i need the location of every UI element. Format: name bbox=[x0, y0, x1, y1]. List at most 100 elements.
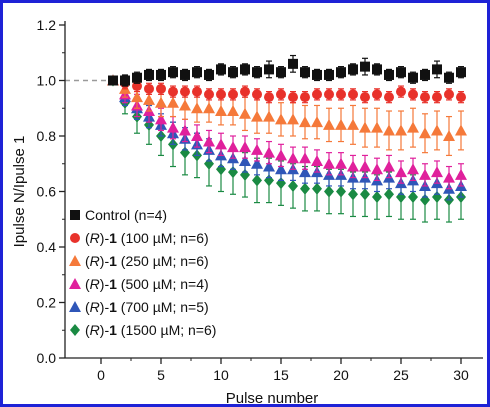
data-point bbox=[239, 107, 251, 119]
x-tick-label: 25 bbox=[393, 367, 409, 383]
data-point bbox=[167, 121, 179, 133]
data-point bbox=[288, 179, 298, 192]
data-point bbox=[252, 174, 262, 187]
data-point bbox=[324, 185, 334, 198]
data-point bbox=[444, 72, 454, 83]
series-0 bbox=[108, 54, 466, 87]
legend-entry-0: Control (n=4) bbox=[70, 207, 167, 223]
data-point bbox=[372, 64, 382, 75]
data-point bbox=[143, 93, 155, 105]
data-point bbox=[203, 102, 215, 114]
data-point bbox=[324, 69, 334, 80]
y-tick-label: 0.2 bbox=[37, 295, 57, 311]
data-point bbox=[300, 92, 310, 103]
data-point bbox=[431, 166, 443, 178]
data-point bbox=[456, 92, 466, 103]
data-point bbox=[204, 89, 214, 100]
data-point bbox=[203, 135, 215, 147]
data-point bbox=[311, 116, 323, 128]
y-tick-label: 1.2 bbox=[37, 17, 57, 33]
data-point bbox=[252, 89, 262, 100]
data-point bbox=[156, 83, 166, 94]
x-axis-title: Pulse number bbox=[226, 390, 319, 404]
data-point bbox=[336, 89, 346, 100]
data-point bbox=[299, 166, 311, 178]
x-tick-label: 15 bbox=[273, 367, 289, 383]
series-1 bbox=[108, 75, 466, 104]
data-point bbox=[419, 168, 431, 180]
data-point bbox=[323, 118, 335, 130]
y-tick-label: 0.4 bbox=[37, 239, 57, 255]
data-point bbox=[264, 92, 274, 103]
data-point bbox=[275, 113, 287, 125]
data-point bbox=[384, 69, 394, 80]
data-point bbox=[192, 86, 202, 97]
data-point bbox=[371, 163, 383, 175]
data-point bbox=[132, 72, 142, 83]
legend-entry-1: (R)-1 (100 µM; n=6) bbox=[70, 230, 209, 246]
data-point bbox=[287, 152, 299, 164]
legend-entry-4: (R)-1 (700 µM; n=5) bbox=[69, 299, 209, 315]
data-point bbox=[167, 96, 179, 108]
legend-marker bbox=[70, 324, 80, 336]
data-point bbox=[299, 152, 311, 164]
data-point bbox=[179, 124, 191, 136]
data-point bbox=[360, 92, 370, 103]
data-point bbox=[228, 67, 238, 78]
data-point bbox=[347, 160, 359, 172]
y-tick-label: 1.0 bbox=[37, 73, 57, 89]
data-point bbox=[179, 99, 191, 111]
data-point bbox=[383, 160, 395, 172]
data-point bbox=[456, 67, 466, 78]
legend-marker bbox=[69, 278, 81, 289]
legend-entry-3: (R)-1 (500 µM; n=4) bbox=[69, 276, 209, 292]
data-point bbox=[144, 69, 154, 80]
data-point bbox=[264, 64, 274, 75]
data-point bbox=[396, 86, 406, 97]
data-point bbox=[395, 124, 407, 136]
data-point bbox=[443, 130, 455, 141]
data-point bbox=[312, 182, 322, 195]
data-point bbox=[432, 92, 442, 103]
data-point bbox=[299, 116, 311, 128]
legend-entry-5: (R)-1 (1500 µM; n=6) bbox=[70, 322, 216, 338]
data-point bbox=[443, 171, 455, 183]
data-point bbox=[228, 89, 238, 100]
data-point bbox=[191, 102, 203, 114]
data-point bbox=[216, 89, 226, 100]
data-point bbox=[395, 166, 407, 178]
data-point bbox=[348, 64, 358, 75]
data-point bbox=[252, 67, 262, 78]
data-point bbox=[431, 124, 443, 136]
data-point bbox=[263, 146, 275, 158]
data-point bbox=[408, 72, 418, 83]
x-tick-label: 5 bbox=[157, 367, 165, 383]
x-tick-label: 0 bbox=[97, 367, 105, 383]
data-point bbox=[335, 118, 347, 130]
x-tick-label: 20 bbox=[333, 367, 349, 383]
data-point bbox=[275, 149, 287, 161]
x-tick-label: 10 bbox=[213, 367, 229, 383]
legend-label: (R)-1 (250 µM; n=6) bbox=[85, 253, 209, 269]
data-point bbox=[239, 141, 251, 153]
data-point bbox=[215, 105, 227, 117]
data-point bbox=[204, 69, 214, 80]
y-tick-label: 0.6 bbox=[37, 184, 57, 200]
data-point bbox=[336, 67, 346, 78]
data-point bbox=[288, 58, 298, 69]
legend-entry-2: (R)-1 (250 µM; n=6) bbox=[69, 253, 209, 269]
data-point bbox=[359, 160, 371, 172]
y-axis-title: Ipulse N/Ipulse 1 bbox=[11, 136, 28, 248]
data-point bbox=[335, 157, 347, 169]
data-point bbox=[276, 89, 286, 100]
data-point bbox=[300, 182, 310, 195]
data-point bbox=[371, 121, 383, 133]
data-point bbox=[420, 69, 430, 80]
data-point bbox=[420, 92, 430, 103]
data-point bbox=[120, 75, 130, 86]
data-point bbox=[347, 118, 359, 130]
data-point bbox=[239, 154, 251, 166]
data-point bbox=[383, 124, 395, 136]
data-point bbox=[312, 89, 322, 100]
